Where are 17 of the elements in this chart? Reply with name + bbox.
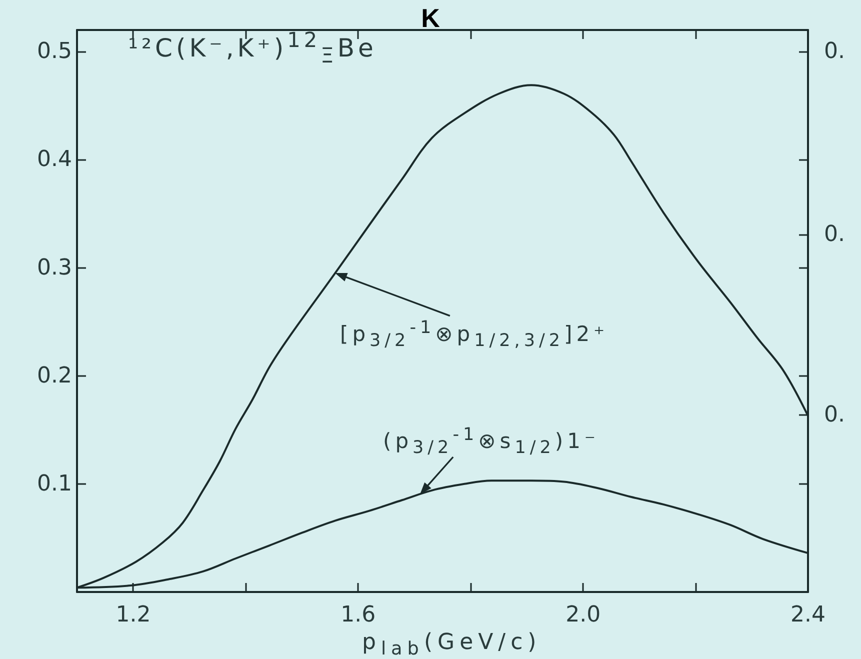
series-label: (p$_{3/2}$$^{-1}$⊗s$_{1/2}$)1⁻ [383, 425, 600, 460]
x-axis-title: p$_{lab}$(GeV/c) [362, 630, 542, 659]
annotation: ¹²C(K⁻,K⁺)$^{12}$$_{Ξ}$Be [128, 28, 377, 68]
y-tick-label: 0.5 [37, 39, 72, 64]
y-tick-label: 0.4 [37, 147, 72, 172]
y-tick-label: 0.3 [37, 255, 72, 280]
x-tick-label: 1.2 [116, 602, 151, 628]
y-tick-label: 0.1 [37, 471, 72, 496]
x-tick-label: 2.0 [566, 602, 601, 628]
chart-title: K [421, 3, 440, 33]
x-tick-label: 1.6 [340, 602, 376, 628]
y-tick-label: 0.2 [37, 363, 72, 388]
x-tick-label: 2.4 [790, 602, 826, 628]
y2-tick-label: 0. [824, 402, 845, 428]
series-label: [p$_{3/2}$$^{-1}$⊗p$_{1/2,3/2}$]2⁺ [340, 318, 609, 352]
y2-tick-label: 0. [824, 222, 845, 247]
y2-tick-label: 0. [824, 39, 845, 64]
